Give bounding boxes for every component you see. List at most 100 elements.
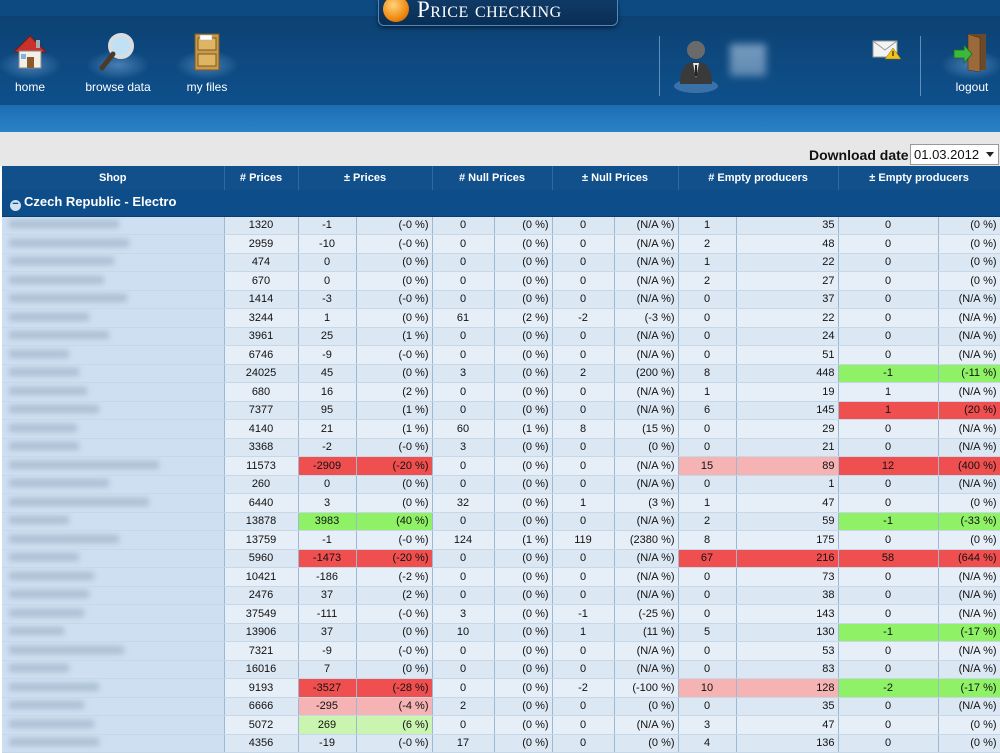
shop-name-blurred	[9, 738, 99, 747]
empty-producers-count: 35	[736, 697, 839, 716]
shop-cell	[2, 419, 225, 439]
shop-name-blurred	[9, 275, 104, 284]
nav-browse-data[interactable]: browse data	[78, 28, 158, 98]
mail-alert-icon[interactable]	[872, 38, 902, 60]
logout-label: logout	[955, 80, 989, 94]
col-header-shop[interactable]: Shop	[2, 166, 225, 190]
table-row: 10421 -186 (-2 %) 0 (0 %) 0 (N/A %) 0 73 0 (N/A %)	[2, 567, 1000, 587]
col-header-diff-null-prices[interactable]: ± Null Prices	[552, 166, 679, 190]
table-row: 13759 -1 (-0 %) 124 (1 %) 119 (2380 %) 8 175 0 (0 …	[2, 530, 1000, 550]
prices-diff: -111	[298, 604, 357, 624]
app-header: Price checking home browse data my files	[0, 0, 1000, 132]
shop-name-blurred	[9, 664, 69, 673]
empty-producers-change-pct: (N/A %)	[938, 660, 1000, 679]
prices-diff-pct: (-28 %)	[356, 678, 433, 698]
empty-producers-change-pct: (N/A %)	[938, 345, 1000, 365]
price-stats-grid: Shop # Prices ± Prices # Null Prices ± N…	[2, 166, 1000, 753]
empty-producers-change: 0	[838, 345, 939, 365]
empty-producers-change: 0	[838, 660, 939, 679]
prices-diff-pct: (0 %)	[356, 271, 433, 291]
empty-producers-diff: 0	[678, 345, 737, 365]
empty-producers-change: 0	[838, 290, 939, 309]
table-row: 4356 -19 (-0 %) 17 (0 %) 0 (0 %) 4 136 0 (0 %)	[2, 734, 1000, 753]
empty-producers-count: 216	[736, 549, 839, 568]
prices-count: 1414	[224, 290, 299, 309]
empty-producers-change: 0	[838, 586, 939, 605]
empty-producers-diff: 2	[678, 512, 737, 531]
nav-browse-data-label: browse data	[85, 80, 151, 94]
empty-producers-change-pct: (N/A %)	[938, 475, 1000, 494]
shop-cell	[2, 234, 225, 254]
shop-name-blurred	[9, 682, 99, 691]
prices-count: 4356	[224, 734, 299, 753]
col-header-diff-empty-producers[interactable]: ± Empty producers	[838, 166, 1000, 190]
shop-cell	[2, 493, 225, 513]
null-prices-pct: (0 %)	[494, 475, 553, 494]
col-header-prices[interactable]: # Prices	[224, 166, 299, 190]
empty-producers-diff: 0	[678, 419, 737, 439]
prices-diff-pct: (-2 %)	[356, 567, 433, 587]
null-prices-pct: (0 %)	[494, 641, 553, 661]
col-header-empty-producers[interactable]: # Empty producers	[678, 166, 839, 190]
prices-count: 11573	[224, 456, 299, 476]
nav-home-label: home	[14, 80, 46, 94]
shop-name-blurred	[9, 719, 94, 728]
empty-producers-change-pct: (N/A %)	[938, 697, 1000, 716]
shop-name-blurred	[9, 386, 87, 395]
shop-cell	[2, 327, 225, 346]
shop-cell	[2, 438, 225, 457]
empty-producers-count: 22	[736, 308, 839, 328]
null-prices-diff-pct: (N/A %)	[614, 327, 679, 346]
group-row[interactable]: − Czech Republic - Electro	[2, 190, 1000, 217]
col-header-diff-prices[interactable]: ± Prices	[298, 166, 433, 190]
prices-count: 10421	[224, 567, 299, 587]
null-prices-count: 124	[432, 530, 495, 550]
null-prices-count: 17	[432, 734, 495, 753]
null-prices-pct: (0 %)	[494, 382, 553, 402]
collapse-icon[interactable]: −	[10, 199, 21, 212]
prices-diff-pct: (-0 %)	[356, 438, 433, 457]
logout-button[interactable]: logout	[932, 28, 1000, 98]
null-prices-count: 0	[432, 586, 495, 605]
shop-name-blurred	[9, 571, 94, 580]
null-prices-count: 0	[432, 678, 495, 698]
null-prices-count: 32	[432, 493, 495, 513]
download-date-select[interactable]: 01.03.2012	[910, 144, 999, 165]
group-title: Czech Republic - Electro	[24, 194, 177, 210]
prices-diff-pct: (-0 %)	[356, 216, 433, 235]
null-prices-count: 0	[432, 549, 495, 568]
null-prices-count: 0	[432, 271, 495, 291]
null-prices-diff: 0	[552, 290, 615, 309]
prices-diff: 0	[298, 271, 357, 291]
empty-producers-diff: 0	[678, 660, 737, 679]
null-prices-count: 0	[432, 234, 495, 254]
shop-name-blurred	[9, 220, 119, 229]
empty-producers-change: 0	[838, 715, 939, 735]
col-header-null-prices[interactable]: # Null Prices	[432, 166, 553, 190]
empty-producers-change-pct: (N/A %)	[938, 438, 1000, 457]
empty-producers-count: 51	[736, 345, 839, 365]
null-prices-pct: (0 %)	[494, 512, 553, 531]
shop-name-blurred	[9, 294, 127, 303]
shop-name-blurred	[9, 442, 79, 451]
prices-count: 2476	[224, 586, 299, 605]
null-prices-pct: (0 %)	[494, 493, 553, 513]
empty-producers-change-pct: (0 %)	[938, 216, 1000, 235]
null-prices-diff-pct: (N/A %)	[614, 456, 679, 476]
empty-producers-diff: 10	[678, 678, 737, 698]
nav-home[interactable]: home	[0, 28, 70, 98]
nav-my-files[interactable]: my files	[167, 28, 247, 98]
empty-producers-change-pct: (644 %)	[938, 549, 1000, 568]
empty-producers-count: 59	[736, 512, 839, 531]
prices-diff: 3	[298, 493, 357, 513]
null-prices-count: 61	[432, 308, 495, 328]
prices-diff: -10	[298, 234, 357, 254]
table-row: 7321 -9 (-0 %) 0 (0 %) 0 (N/A %) 0 53 0 (N/A %)	[2, 641, 1000, 661]
empty-producers-count: 136	[736, 734, 839, 753]
null-prices-diff: 0	[552, 567, 615, 587]
null-prices-diff-pct: (2380 %)	[614, 530, 679, 550]
null-prices-diff: 0	[552, 586, 615, 605]
empty-producers-change-pct: (N/A %)	[938, 382, 1000, 402]
null-prices-diff-pct: (N/A %)	[614, 216, 679, 235]
prices-diff-pct: (2 %)	[356, 382, 433, 402]
